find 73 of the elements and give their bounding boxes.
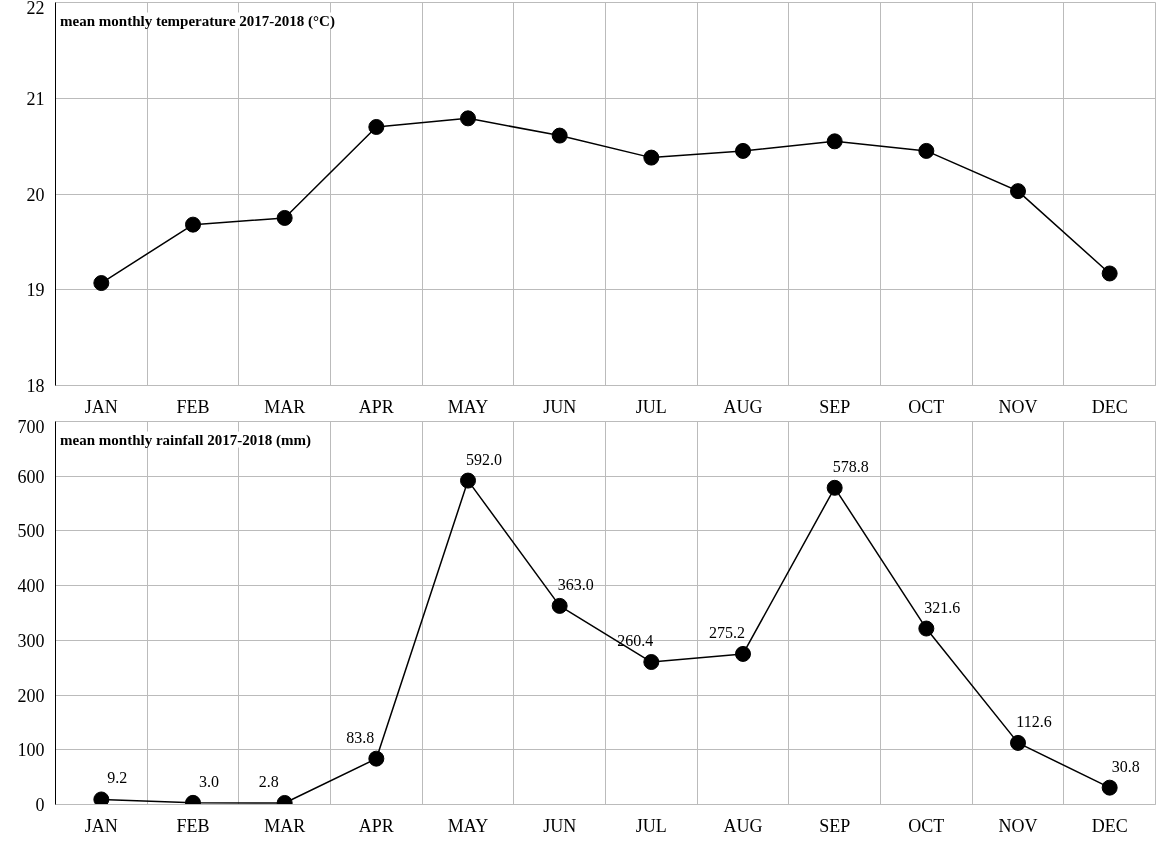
y-tick-label: 0 bbox=[35, 795, 45, 815]
point bbox=[1101, 779, 1118, 796]
x-tick-label: JUL bbox=[635, 815, 667, 836]
data-label: 260.4 bbox=[617, 632, 654, 650]
point bbox=[918, 620, 935, 637]
point bbox=[460, 110, 476, 127]
data-label: 321.6 bbox=[924, 598, 961, 616]
y-tick-label: 700 bbox=[17, 416, 45, 437]
y-tick-label: 100 bbox=[17, 740, 45, 761]
y-tick-label: 19 bbox=[26, 280, 45, 301]
point bbox=[735, 645, 751, 662]
y-tick-label: 400 bbox=[17, 576, 45, 597]
x-tick-label: MAR bbox=[264, 815, 306, 836]
y-tick-label: 21 bbox=[26, 88, 45, 109]
text: mean monthly temperature 2017-2018 (°C) bbox=[60, 12, 335, 30]
data-label: 2.8 bbox=[258, 772, 279, 790]
text: mean monthly rainfall 2017-2018 (mm) bbox=[60, 431, 311, 449]
x-tick-label: JUN bbox=[543, 396, 577, 417]
x-tick-label: JUL bbox=[635, 396, 667, 417]
x-tick-label: FEB bbox=[176, 396, 210, 417]
x-tick-label: JUN bbox=[543, 815, 577, 836]
data-label: 363.0 bbox=[557, 575, 594, 593]
x-tick-label: AUG bbox=[723, 396, 763, 417]
x-tick-label: JAN bbox=[84, 396, 118, 417]
x-tick-label: NOV bbox=[998, 396, 1038, 417]
x-tick-label: AUG bbox=[723, 815, 763, 836]
x-tick-label: SEP bbox=[819, 396, 851, 417]
point bbox=[276, 209, 293, 226]
point bbox=[918, 142, 935, 159]
point bbox=[368, 750, 385, 767]
point bbox=[551, 127, 568, 144]
point bbox=[93, 791, 110, 805]
x-tick-label: JAN bbox=[84, 815, 118, 836]
x-tick-label: APR bbox=[358, 396, 394, 417]
data-label: 112.6 bbox=[1016, 712, 1052, 730]
point bbox=[643, 149, 660, 166]
x-tick-label: SEP bbox=[819, 815, 851, 836]
y-tick-label: 300 bbox=[17, 630, 45, 651]
x-tick-label: OCT bbox=[908, 396, 945, 417]
point bbox=[735, 142, 751, 159]
point bbox=[826, 479, 843, 496]
x-tick-label: FEB bbox=[176, 815, 210, 836]
y-tick-label: 18 bbox=[26, 376, 45, 396]
data-label: 30.8 bbox=[1111, 757, 1140, 775]
x-tick-label: DEC bbox=[1091, 815, 1128, 836]
data-label: 275.2 bbox=[709, 623, 745, 641]
point bbox=[551, 597, 568, 614]
x-tick-label: MAR bbox=[264, 396, 306, 417]
data-label: 3.0 bbox=[199, 772, 219, 790]
point bbox=[1101, 265, 1118, 282]
x-tick-label: NOV bbox=[998, 815, 1038, 836]
point bbox=[643, 654, 660, 671]
point bbox=[368, 118, 385, 135]
y-tick-label: 500 bbox=[17, 521, 45, 542]
y-tick-label: 600 bbox=[17, 466, 45, 487]
data-label: 578.8 bbox=[832, 457, 869, 475]
y-tick-label: 200 bbox=[17, 685, 45, 706]
x-tick-label: OCT bbox=[908, 815, 945, 836]
y-tick-label: 22 bbox=[26, 0, 45, 18]
x-tick-label: DEC bbox=[1091, 396, 1128, 417]
point bbox=[185, 216, 201, 233]
x-tick-label: MAY bbox=[447, 396, 489, 417]
x-tick-label: APR bbox=[358, 815, 394, 836]
data-label: 592.0 bbox=[466, 450, 502, 468]
point bbox=[93, 275, 110, 292]
data-label: 9.2 bbox=[107, 769, 128, 787]
point bbox=[460, 472, 476, 489]
x-tick-label: MAY bbox=[447, 815, 489, 836]
y-tick-label: 20 bbox=[26, 184, 45, 205]
point bbox=[826, 133, 843, 150]
data-label: 83.8 bbox=[346, 728, 375, 746]
point bbox=[1010, 183, 1026, 200]
point bbox=[1010, 734, 1026, 751]
